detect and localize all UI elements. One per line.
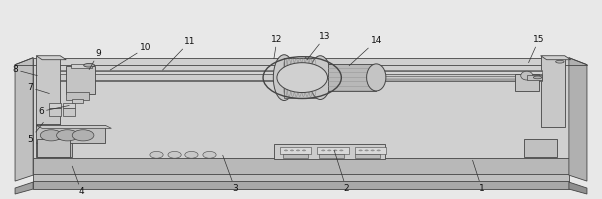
Ellipse shape [277, 63, 327, 93]
Bar [60, 75, 542, 79]
Text: 5: 5 [27, 122, 43, 144]
Text: 6: 6 [38, 105, 69, 116]
Bar [63, 108, 75, 116]
Text: 1: 1 [473, 160, 485, 193]
Circle shape [327, 150, 331, 151]
Ellipse shape [367, 64, 386, 91]
Circle shape [377, 150, 380, 151]
Bar [71, 64, 92, 68]
Bar [33, 158, 569, 175]
Bar [49, 108, 61, 116]
Bar [527, 75, 542, 80]
Text: 15: 15 [529, 35, 545, 63]
Circle shape [556, 60, 564, 63]
Circle shape [290, 150, 294, 151]
Circle shape [371, 150, 374, 151]
Bar [66, 92, 89, 100]
Bar [63, 103, 75, 108]
Polygon shape [541, 56, 571, 60]
Bar [60, 73, 542, 77]
Bar [36, 56, 60, 127]
Polygon shape [15, 58, 33, 181]
Ellipse shape [521, 71, 533, 80]
Bar [60, 74, 542, 80]
Circle shape [296, 150, 300, 151]
Bar [60, 71, 542, 74]
Bar [36, 124, 60, 127]
Polygon shape [36, 56, 66, 60]
Bar [541, 56, 565, 127]
Text: 11: 11 [163, 37, 196, 70]
Ellipse shape [150, 151, 163, 158]
Bar [49, 103, 61, 108]
Bar [37, 139, 70, 157]
Bar [376, 79, 527, 81]
Text: 8: 8 [12, 65, 37, 76]
Ellipse shape [309, 56, 331, 100]
Bar [317, 147, 349, 154]
Polygon shape [15, 182, 33, 194]
Bar [36, 125, 105, 143]
Circle shape [302, 150, 306, 151]
Bar [60, 77, 542, 81]
Bar [33, 174, 569, 182]
Bar [376, 76, 527, 79]
Bar [515, 74, 539, 91]
Circle shape [84, 63, 95, 67]
Circle shape [284, 150, 288, 151]
Text: 3: 3 [223, 155, 238, 193]
Text: 14: 14 [349, 36, 382, 66]
Bar [355, 147, 386, 154]
Bar [33, 58, 569, 159]
Ellipse shape [57, 130, 78, 141]
Text: 13: 13 [307, 32, 331, 60]
Polygon shape [569, 58, 587, 181]
Bar [283, 154, 308, 158]
Bar [280, 147, 311, 154]
Ellipse shape [203, 151, 216, 158]
Circle shape [533, 76, 542, 79]
Bar [66, 66, 95, 94]
Circle shape [334, 150, 337, 151]
Bar [36, 142, 72, 157]
Circle shape [359, 150, 362, 151]
Bar [328, 64, 376, 91]
Ellipse shape [185, 151, 198, 158]
Text: 7: 7 [27, 83, 49, 94]
Circle shape [305, 57, 312, 59]
Ellipse shape [72, 130, 94, 141]
Bar [60, 70, 542, 71]
Circle shape [321, 150, 325, 151]
Bar [33, 181, 569, 189]
Circle shape [365, 150, 368, 151]
Bar [72, 99, 83, 103]
Bar [284, 58, 319, 98]
Circle shape [340, 150, 343, 151]
Text: 12: 12 [272, 35, 282, 59]
Bar [319, 154, 344, 158]
Ellipse shape [273, 55, 295, 100]
Ellipse shape [40, 130, 62, 141]
Text: 10: 10 [110, 43, 152, 70]
Polygon shape [569, 182, 587, 194]
Text: 4: 4 [72, 166, 84, 196]
Bar [274, 144, 385, 159]
Ellipse shape [320, 64, 337, 91]
Ellipse shape [168, 151, 181, 158]
Text: 2: 2 [334, 150, 349, 193]
Text: 9: 9 [89, 49, 101, 70]
Bar [355, 154, 380, 158]
Polygon shape [36, 125, 111, 128]
Bar [524, 139, 557, 157]
